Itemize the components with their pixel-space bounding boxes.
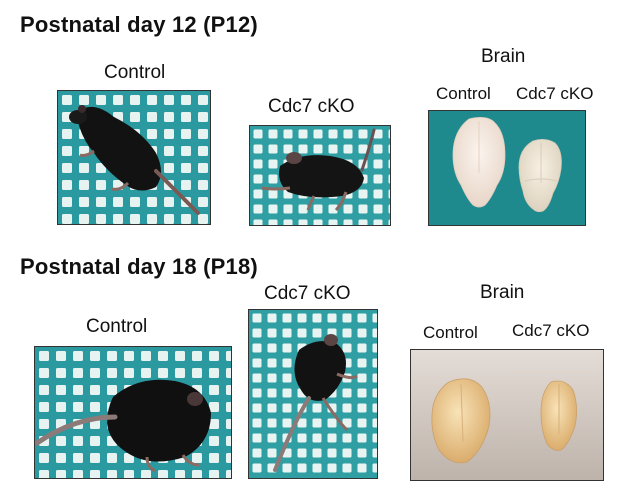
label-brain-control-p18: Control: [423, 323, 478, 342]
label-brain-cko-p12: Cdc7 cKO: [516, 84, 594, 103]
label-brain-title-p18: Brain: [480, 282, 525, 303]
photo-brains-p18: [410, 349, 604, 481]
photo-control-mouse-p18: [34, 346, 232, 479]
heading-p18: Postnatal day 18 (P18): [20, 254, 258, 279]
photo-control-mouse-p12: [57, 90, 211, 225]
label-brain-control-p12: Control: [436, 84, 491, 103]
label-control-p18: Control: [86, 316, 148, 337]
label-brain-title-p12: Brain: [481, 46, 526, 67]
label-control-p12: Control: [104, 62, 166, 83]
photo-cko-mouse-p12: [249, 125, 391, 226]
label-cko-p18: Cdc7 cKO: [264, 283, 351, 304]
heading-p12: Postnatal day 12 (P12): [20, 12, 258, 37]
photo-brains-p12: [428, 110, 586, 226]
label-cko-p12: Cdc7 cKO: [268, 96, 355, 117]
label-brain-cko-p18: Cdc7 cKO: [512, 321, 590, 340]
photo-cko-mouse-p18: [248, 309, 378, 479]
